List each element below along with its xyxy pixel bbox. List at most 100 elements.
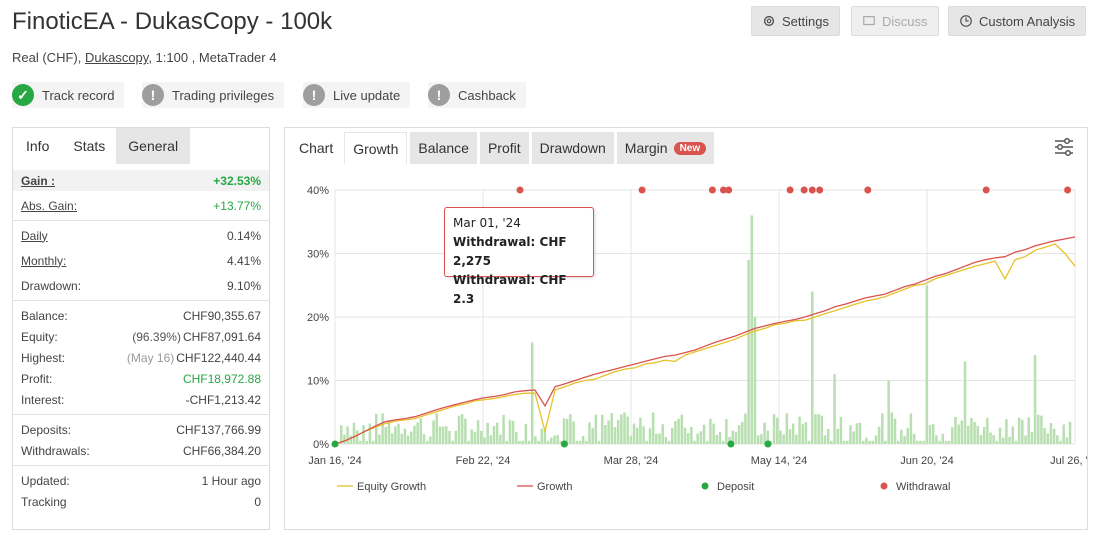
stat-value: CHF122,440.44 [176, 350, 261, 365]
filter-settings-icon[interactable] [1053, 136, 1075, 158]
volume-bar [432, 420, 435, 444]
volume-bar [639, 417, 642, 444]
tab-chart[interactable]: Chart [299, 140, 334, 156]
tab-info[interactable]: Info [13, 128, 63, 164]
divider [13, 220, 269, 221]
stat-note: (May 16) [126, 350, 175, 365]
broker-link[interactable]: Dukascopy [84, 50, 149, 65]
badge-label: Track record [42, 87, 115, 103]
volume-bar [515, 431, 518, 444]
account-type: Real (CHF), [12, 50, 82, 65]
volume-bar [499, 434, 502, 444]
tab-drawdown[interactable]: Drawdown [531, 132, 614, 164]
volume-bar [979, 434, 983, 444]
volume-bar [807, 440, 811, 444]
badge-track-record[interactable]: ✓ Track record [12, 82, 125, 108]
volume-bar [849, 425, 852, 444]
volume-bar [756, 435, 760, 444]
comment-icon [863, 16, 875, 26]
x-tick-label: Mar 28, '24 [604, 455, 659, 467]
volume-bar [884, 440, 887, 444]
withdrawal-marker [982, 186, 990, 194]
stat-value: CHF87,091.64 [182, 329, 261, 344]
chart-panel: Chart Growth Balance Profit Drawdown Mar… [284, 127, 1088, 530]
new-badge: New [673, 141, 707, 155]
stat-label[interactable]: Daily [21, 228, 48, 243]
page-title: FinoticEA - DukasCopy - 100k [12, 8, 333, 35]
chart-tooltip: Mar 01, '24 Withdrawal: CHF 2,275 Withdr… [444, 207, 594, 306]
volume-bar [588, 422, 591, 444]
volume-bar [804, 422, 808, 444]
volume-bar [989, 432, 992, 444]
growth-chart[interactable]: 0% 10% 20% 30% 40% Jan 16, '24 Feb 22, '24 Mar … [285, 168, 1087, 528]
volume-bar [973, 422, 976, 444]
volume-bar [734, 431, 738, 444]
volume-bar [470, 429, 473, 444]
legend-equity-growth-label: Equity Growth [357, 481, 426, 493]
volume-bar [645, 440, 649, 444]
volume-bar [900, 429, 903, 444]
volume-bar [511, 420, 515, 444]
volume-bar [448, 430, 451, 444]
volume-bar [1030, 431, 1034, 444]
volume-bar [435, 413, 438, 444]
volume-bar [658, 433, 661, 444]
badge-label: Live update [333, 87, 401, 103]
settings-button[interactable]: Settings [751, 6, 840, 36]
deposit-marker [727, 440, 735, 448]
tooltip-line-1: Withdrawal: CHF 2,275 [453, 235, 567, 268]
tab-profit[interactable]: Profit [479, 132, 529, 164]
badge-live-update[interactable]: ! Live update [303, 82, 411, 108]
x-tick-label: May 14, '24 [751, 455, 808, 467]
volume-bar [349, 435, 353, 444]
volume-bar [527, 440, 531, 444]
volume-bar [1021, 419, 1024, 444]
gear-icon [763, 15, 775, 27]
volume-bar [760, 434, 763, 444]
stat-label: Equity: [21, 329, 58, 344]
badge-trading-privileges[interactable]: ! Trading privileges [142, 82, 285, 108]
volume-bar [922, 440, 925, 444]
volume-bar [814, 414, 817, 444]
stat-label[interactable]: Abs. Gain: [21, 198, 78, 213]
tab-general[interactable]: General [116, 128, 191, 164]
custom-analysis-button[interactable]: Custom Analysis [948, 6, 1087, 36]
volume-bar [903, 436, 906, 444]
volume-bar [782, 434, 785, 444]
volume-bar [495, 422, 499, 444]
tab-margin[interactable]: Margin New [616, 132, 715, 164]
volume-bar [836, 428, 839, 444]
volume-bar [371, 440, 375, 444]
stat-balance: Balance: CHF90,355.67 [13, 305, 269, 326]
tab-balance[interactable]: Balance [410, 132, 477, 164]
volume-bar [1065, 437, 1069, 444]
volume-bar [753, 317, 757, 444]
stat-monthly: Monthly: 4.41% [13, 250, 269, 271]
volume-bar [1056, 435, 1059, 444]
volume-bar [403, 428, 407, 444]
stat-label: Drawdown: [21, 278, 82, 293]
volume-bar [1011, 426, 1015, 444]
chart-tabs: Chart Growth Balance Profit Drawdown Mar… [285, 128, 1087, 166]
volume-bar [683, 427, 687, 444]
volume-bar [629, 435, 633, 444]
volume-bar [871, 440, 874, 444]
volume-bar [616, 419, 620, 444]
volume-bar [381, 413, 384, 444]
volume-bar [963, 361, 967, 444]
x-tick-label: Jan 16, '24 [308, 455, 361, 467]
volume-bar [425, 440, 429, 444]
stat-label[interactable]: Gain : [21, 173, 56, 188]
volume-bar [763, 422, 766, 444]
discuss-button[interactable]: Discuss [851, 6, 939, 36]
volume-bar [861, 440, 865, 444]
badge-cashback[interactable]: ! Cashback [428, 82, 526, 108]
x-tick-label: Feb 22, '24 [456, 455, 511, 467]
tab-stats[interactable]: Stats [62, 128, 117, 164]
stat-label[interactable]: Monthly: [21, 253, 67, 268]
stats-tabs: Info Stats General [13, 128, 269, 164]
volume-bar [505, 440, 508, 444]
volume-bar [721, 440, 725, 444]
tab-growth[interactable]: Growth [344, 132, 408, 164]
volume-bar [798, 416, 801, 444]
